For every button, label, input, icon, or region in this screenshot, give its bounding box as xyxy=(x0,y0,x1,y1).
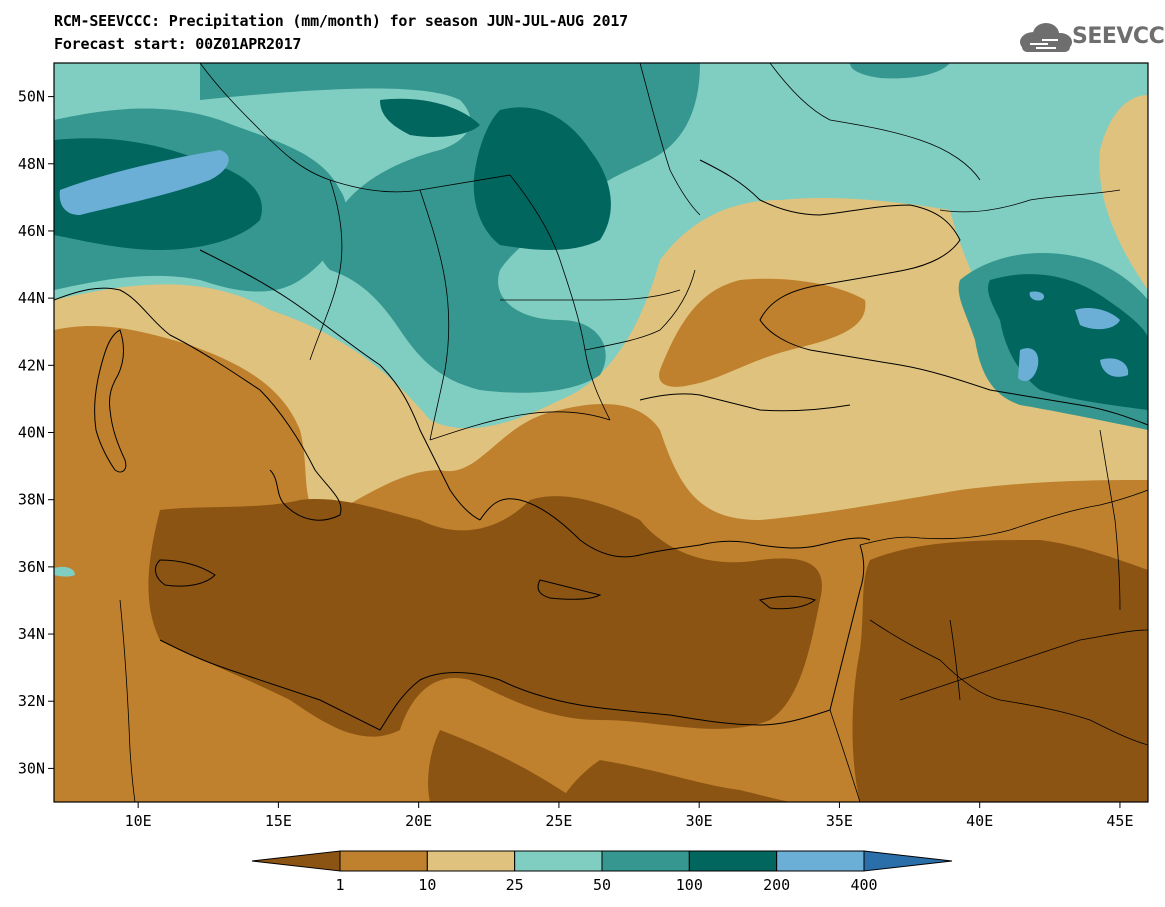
latitude-axis: 30N 32N 34N 36N 38N 40N 42N 44N 46N 48N 50N xyxy=(18,88,54,777)
coastlines xyxy=(54,159,1148,731)
lat-tick-label: 32N xyxy=(18,692,45,710)
forecast-start-subtitle: Forecast start: 00Z01APR2017 xyxy=(54,35,302,53)
seevccc-logo: SEEVCCC xyxy=(1072,24,1165,49)
colorbar: 1 10 25 50 100 200 400 xyxy=(251,850,953,894)
country-borders xyxy=(119,63,1148,802)
lat-tick-label: 48N xyxy=(18,155,45,173)
lon-tick-label: 45E xyxy=(1106,812,1133,830)
colorbar-swatch xyxy=(251,850,341,872)
lon-tick-label: 25E xyxy=(545,812,572,830)
lat-tick-label: 38N xyxy=(18,491,45,509)
longitude-axis: 10E 15E 20E 25E 30E 35E 40E 45E xyxy=(125,802,1133,830)
colorbar-label: 400 xyxy=(850,876,877,894)
lat-tick-label: 34N xyxy=(18,625,45,643)
lon-tick-label: 30E xyxy=(686,812,713,830)
colorbar-label: 100 xyxy=(676,876,703,894)
colorbar-swatch xyxy=(514,850,603,872)
colorbar-swatch xyxy=(776,850,865,872)
lon-tick-label: 20E xyxy=(405,812,432,830)
lon-tick-label: 10E xyxy=(125,812,152,830)
lon-tick-label: 35E xyxy=(826,812,853,830)
colorbar-swatch xyxy=(863,850,953,872)
lon-tick-label: 15E xyxy=(265,812,292,830)
lat-tick-label: 46N xyxy=(18,222,45,240)
colorbar-swatch xyxy=(688,850,778,872)
lat-tick-label: 44N xyxy=(18,289,45,307)
colorbar-swatch xyxy=(339,850,428,872)
colorbar-label: 10 xyxy=(418,876,436,894)
lat-tick-label: 50N xyxy=(18,88,45,106)
lat-tick-label: 30N xyxy=(18,759,45,777)
map-title: RCM-SEEVCCC: Precipitation (mm/month) fo… xyxy=(54,12,628,30)
colorbar-label: 50 xyxy=(593,876,611,894)
lon-tick-label: 40E xyxy=(966,812,993,830)
lat-tick-label: 40N xyxy=(18,424,45,442)
precipitation-field xyxy=(54,63,1148,802)
colorbar-swatch xyxy=(426,850,516,872)
colorbar-label: 1 xyxy=(335,876,344,894)
cloud-icon xyxy=(1020,23,1072,52)
colorbar-label: 25 xyxy=(506,876,524,894)
colorbar-swatch xyxy=(601,850,690,872)
lat-tick-label: 36N xyxy=(18,558,45,576)
colorbar-label: 200 xyxy=(763,876,790,894)
lat-tick-label: 42N xyxy=(18,356,45,374)
